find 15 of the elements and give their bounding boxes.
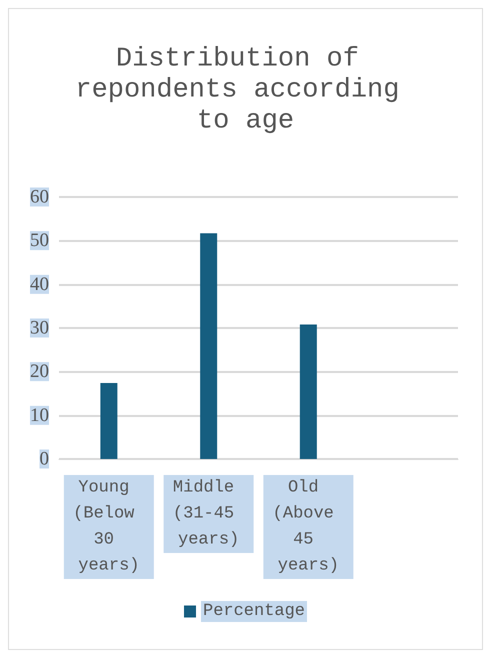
bar [200, 233, 218, 459]
y-tick-label: 20 [30, 361, 49, 382]
legend-label: Percentage [202, 602, 306, 621]
y-tick-label: 0 [40, 448, 49, 470]
x-tick-label: Middle (31-45 years) [172, 478, 244, 550]
y-tick-label: 40 [30, 274, 49, 295]
x-tick-label: Old (Above 45 years) [272, 478, 344, 576]
chart-title: Distribution of repondents according to age [75, 44, 416, 136]
y-tick-label: 60 [30, 186, 49, 208]
bar [300, 324, 317, 459]
y-tick-label: 30 [30, 318, 49, 338]
y-tick-label: 10 [30, 404, 49, 426]
y-tick-label: 50 [30, 230, 49, 252]
x-tick-label: Young (Below 30 years) [73, 478, 145, 576]
bar [100, 383, 118, 459]
